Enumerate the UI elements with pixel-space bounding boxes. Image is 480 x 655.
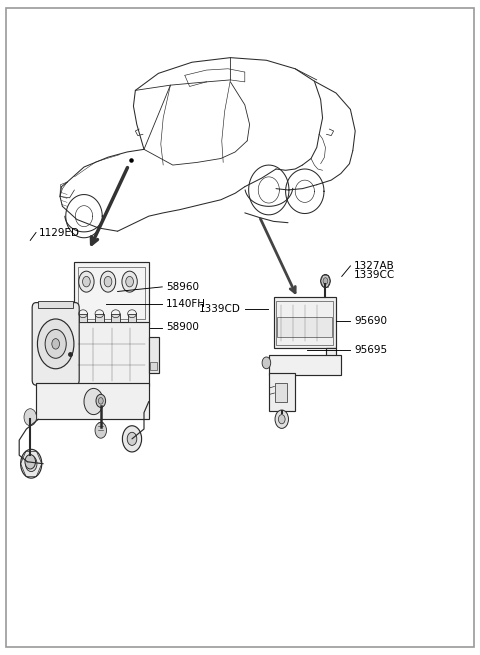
FancyBboxPatch shape [150,362,157,370]
Circle shape [24,409,36,426]
Circle shape [52,339,60,349]
FancyBboxPatch shape [74,262,149,324]
Text: 1339CC: 1339CC [354,270,396,280]
FancyBboxPatch shape [32,303,79,385]
FancyBboxPatch shape [277,317,332,337]
Circle shape [98,398,103,404]
Text: 58900: 58900 [166,322,199,333]
Circle shape [323,278,328,284]
Circle shape [122,271,137,292]
Circle shape [84,388,103,415]
Circle shape [25,455,36,469]
Text: 1327AB: 1327AB [354,261,395,271]
Circle shape [321,274,330,288]
FancyBboxPatch shape [111,314,120,322]
FancyBboxPatch shape [128,314,136,322]
FancyBboxPatch shape [274,297,336,348]
Circle shape [95,422,107,438]
Circle shape [275,410,288,428]
FancyBboxPatch shape [275,383,287,402]
FancyBboxPatch shape [149,337,159,373]
Text: 1339CD: 1339CD [199,304,241,314]
Circle shape [45,329,66,358]
FancyBboxPatch shape [74,322,149,386]
FancyBboxPatch shape [36,383,149,419]
Circle shape [79,271,94,292]
Circle shape [21,449,42,478]
Circle shape [127,432,137,445]
FancyBboxPatch shape [79,314,87,322]
Circle shape [37,319,74,369]
Circle shape [96,394,106,407]
Circle shape [100,271,116,292]
Text: 95695: 95695 [354,345,387,356]
Circle shape [122,426,142,452]
FancyBboxPatch shape [269,373,295,411]
Circle shape [104,276,112,287]
Text: 58960: 58960 [166,282,199,292]
Text: 1129ED: 1129ED [38,227,79,238]
Circle shape [278,415,285,424]
Circle shape [83,276,90,287]
Circle shape [262,357,271,369]
Text: 1140FH: 1140FH [166,299,206,309]
FancyBboxPatch shape [269,355,341,375]
Circle shape [25,456,37,472]
Circle shape [126,276,133,287]
FancyBboxPatch shape [326,348,336,358]
FancyBboxPatch shape [95,314,104,322]
Text: 95690: 95690 [354,316,387,326]
FancyBboxPatch shape [38,301,73,308]
